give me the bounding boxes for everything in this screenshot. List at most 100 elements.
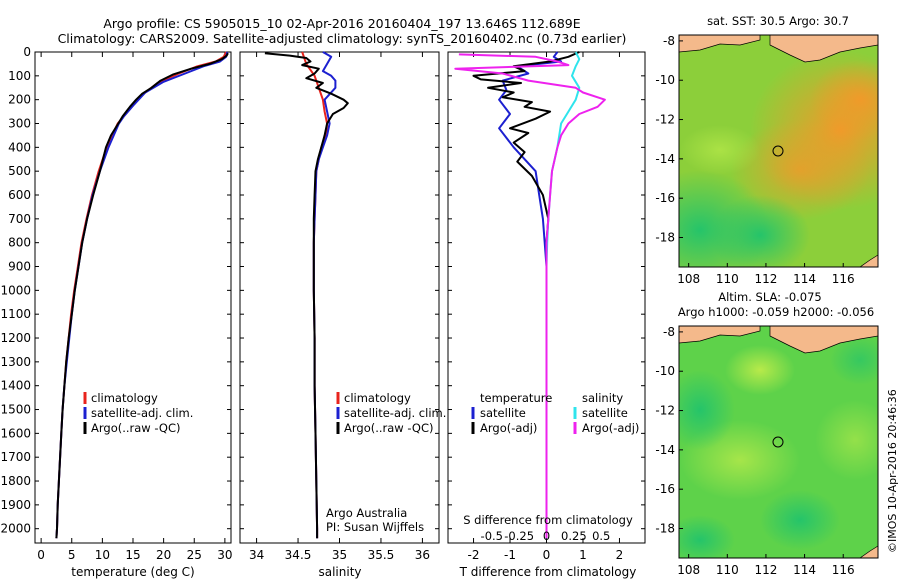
temperature-xtick-label: 30 (217, 548, 232, 562)
depth-tick-label: 900 (8, 260, 31, 274)
salinity-legend-climatology: climatology (344, 391, 411, 405)
temperature-xlabel: temperature (deg C) (71, 565, 194, 579)
salinity-annotation-line-2: PI: Susan Wijffels (326, 520, 424, 534)
salinity-series-satellite (312, 51, 337, 539)
difference-xlabel-top: S difference from climatology (463, 513, 633, 527)
sla-map-ytick-label: -8 (663, 325, 675, 339)
temperature-xtick-label: 15 (125, 548, 140, 562)
temperature-legend-climatology: climatology (91, 391, 158, 405)
depth-tick-label: 400 (8, 140, 31, 154)
depth-tick-label: 800 (8, 236, 31, 250)
difference-legend-sal-satellite: satellite (582, 406, 628, 420)
sst-map-frame (678, 34, 879, 268)
sst-map-ytick-label: -10 (655, 73, 675, 87)
sst-map-xtick-label: 112 (754, 272, 777, 286)
depth-tick-label: 2000 (0, 522, 31, 536)
difference-top-tick-label: -0.5 (481, 529, 503, 543)
difference-xtick-label: -1 (504, 548, 516, 562)
sla-map-ytick-label: -12 (655, 404, 675, 418)
salinity-plot-frame (239, 51, 440, 544)
difference-panel: -2 -1 0 1 2 S difference from climatology -0… (447, 51, 646, 579)
header-line-2: Climatology: CARS2009. Satellite-adjuste… (58, 31, 627, 46)
sst-map-xtick-label: 108 (677, 272, 700, 286)
sla-map-xtick-label: 114 (793, 563, 816, 577)
difference-xtick-label: 1 (579, 548, 587, 562)
difference-top-tick-label: 0.25 (561, 529, 587, 543)
depth-tick-label: 1300 (0, 355, 31, 369)
sla-map-ytick-label: -14 (655, 443, 675, 457)
temperature-xtick-label: 25 (187, 548, 202, 562)
temperature-xtick-label: 5 (68, 548, 76, 562)
difference-series-sal_satellite (545, 51, 581, 539)
temperature-xtick-label: 10 (95, 548, 110, 562)
salinity-xtick-label: 36 (415, 548, 430, 562)
sst-map-ytick-label: -14 (655, 152, 675, 166)
depth-tick-label: 700 (8, 212, 31, 226)
sst-map-field (679, 35, 878, 267)
temperature-series-climatology (55, 51, 227, 539)
sla-map-panel: Altim. SLA: -0.075 Argo h1000: -0.059 h2… (655, 290, 879, 577)
difference-legend-temp-argo: Argo(-adj) (480, 421, 537, 435)
salinity-legend-satellite: satellite-adj. clim. (344, 406, 446, 420)
difference-series-argo (472, 51, 580, 539)
difference-xlabel: T difference from climatology (459, 565, 637, 579)
depth-tick-label: 1200 (0, 331, 31, 345)
temperature-panel: 0 5 10 15 20 25 300100200300400500600700800900… (0, 45, 232, 579)
depth-tick-label: 1700 (0, 450, 31, 464)
difference-xtick-label: 2 (616, 548, 624, 562)
salinity-xlabel: salinity (318, 565, 361, 579)
sst-map-ytick-label: -18 (655, 231, 675, 245)
sst-map-xtick-label: 110 (716, 272, 739, 286)
sla-map-title: Altim. SLA: -0.075 (718, 290, 822, 304)
difference-top-tick-label: 0.5 (592, 529, 610, 543)
depth-tick-label: 1600 (0, 426, 31, 440)
depth-tick-label: 100 (8, 69, 31, 83)
sla-map-xtick-label: 112 (754, 563, 777, 577)
depth-tick-label: 600 (8, 188, 31, 202)
temperature-series-argo (55, 52, 229, 539)
sst-map-panel: sat. SST: 30.5 Argo: 30.7 108 110 112 114 11… (655, 14, 879, 286)
sst-map-ytick-label: -12 (655, 113, 675, 127)
header-line-1: Argo profile: CS 5905015_10 02-Apr-2016 … (103, 16, 580, 31)
difference-legend-temp-satellite: satellite (480, 406, 526, 420)
difference-series-sal_argo (454, 53, 606, 539)
depth-tick-label: 200 (8, 93, 31, 107)
depth-tick-label: 1400 (0, 379, 31, 393)
difference-top-tick-label: -0.25 (504, 529, 534, 543)
sla-map-ytick-label: -18 (655, 522, 675, 536)
sla-map-frame (678, 325, 879, 559)
salinity-panel: 34 34.5 35 35.5 36 salinity climatology sate… (239, 51, 446, 579)
sst-map-ytick-label: -8 (663, 34, 675, 48)
depth-tick-label: 1500 (0, 403, 31, 417)
temperature-legend: climatology satellite-adj. clim. Argo(..… (83, 391, 193, 435)
depth-tick-label: 300 (8, 117, 31, 131)
sla-map-ytick-label: -16 (655, 482, 675, 496)
sla-map-field (679, 326, 878, 558)
salinity-annotation-line-1: Argo Australia (326, 506, 407, 520)
temperature-xtick-label: 20 (156, 548, 171, 562)
depth-tick-label: 1000 (0, 283, 31, 297)
difference-series-satellite (498, 51, 563, 539)
salinity-xtick-label: 34 (249, 548, 264, 562)
sst-argo-marker (772, 145, 784, 157)
salinity-series-argo (264, 52, 349, 539)
depth-tick-label: 500 (8, 164, 31, 178)
salinity-legend-argo: Argo(..raw -QC) (344, 421, 434, 435)
sst-map-ytick-label: -16 (655, 191, 675, 205)
sla-map-xtick-label: 110 (716, 563, 739, 577)
salinity-xtick-label: 34.5 (285, 548, 312, 562)
sla-map-xtick-label: 116 (832, 563, 855, 577)
difference-xtick-label: -2 (468, 548, 480, 562)
temperature-plot-frame (34, 51, 232, 544)
temperature-legend-argo: Argo(..raw -QC) (91, 421, 181, 435)
temperature-xtick-label: 0 (37, 548, 45, 562)
depth-tick-label: 0 (23, 45, 31, 59)
depth-tick-label: 1100 (0, 307, 31, 321)
sst-map-xtick-label: 116 (832, 272, 855, 286)
difference-top-tick-label: 0 (543, 529, 550, 543)
temperature-series-satellite (55, 51, 229, 539)
sst-map-title: sat. SST: 30.5 Argo: 30.7 (707, 14, 849, 28)
difference-legend-salinity-header: salinity (582, 391, 623, 405)
sst-map-xtick-label: 114 (793, 272, 816, 286)
